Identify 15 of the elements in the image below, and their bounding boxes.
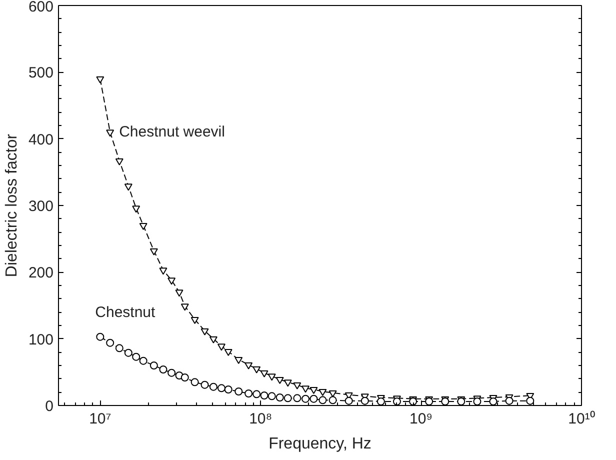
y-tick-label: 600 [28, 0, 54, 16]
y-tick-label: 500 [28, 64, 54, 82]
y-tick-label: 200 [28, 264, 54, 282]
y-tick-label: 300 [28, 198, 54, 215]
annotation: Chestnut [95, 304, 156, 321]
annotation: Chestnut weevil [119, 124, 225, 141]
y-tick-label: 400 [28, 131, 54, 148]
x-tick-label: 10¹⁰ [568, 410, 595, 428]
x-tick-label: 10⁷ [89, 410, 112, 428]
x-tick-label: 10⁸ [249, 410, 272, 428]
y-tick-label: 100 [28, 331, 54, 348]
y-axis-title: Dielectric loss factor [3, 133, 20, 278]
y-tick-label: 0 [45, 398, 54, 415]
x-tick-label: 10⁹ [410, 410, 433, 428]
x-axis-title: Frequency, Hz [268, 436, 372, 452]
